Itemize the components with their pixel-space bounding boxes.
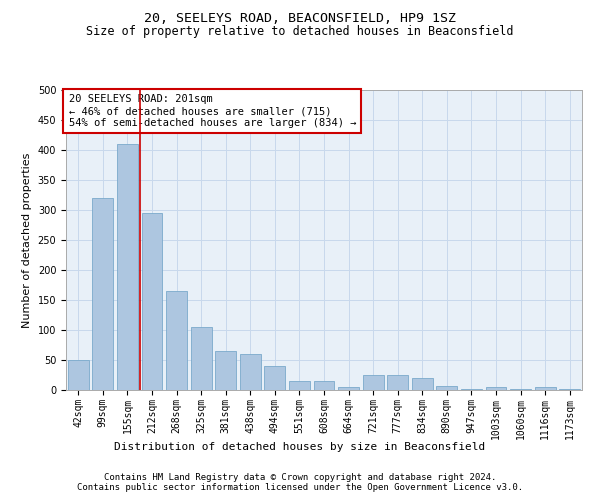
Bar xyxy=(215,351,236,390)
Bar xyxy=(535,387,556,390)
Text: Size of property relative to detached houses in Beaconsfield: Size of property relative to detached ho… xyxy=(86,25,514,38)
Bar xyxy=(68,360,89,390)
Bar xyxy=(362,375,383,390)
Text: 20 SEELEYS ROAD: 201sqm
← 46% of detached houses are smaller (715)
54% of semi-d: 20 SEELEYS ROAD: 201sqm ← 46% of detache… xyxy=(68,94,356,128)
Bar xyxy=(338,387,359,390)
Bar xyxy=(314,381,334,390)
Bar xyxy=(92,198,113,390)
Bar xyxy=(510,389,531,390)
Text: Contains public sector information licensed under the Open Government Licence v3: Contains public sector information licen… xyxy=(77,484,523,492)
Bar xyxy=(387,375,408,390)
Bar xyxy=(142,213,163,390)
Bar xyxy=(412,378,433,390)
Bar xyxy=(240,354,261,390)
Bar xyxy=(166,291,187,390)
Text: Distribution of detached houses by size in Beaconsfield: Distribution of detached houses by size … xyxy=(115,442,485,452)
Y-axis label: Number of detached properties: Number of detached properties xyxy=(22,152,32,328)
Bar xyxy=(289,381,310,390)
Bar xyxy=(265,366,286,390)
Text: 20, SEELEYS ROAD, BEACONSFIELD, HP9 1SZ: 20, SEELEYS ROAD, BEACONSFIELD, HP9 1SZ xyxy=(144,12,456,26)
Bar xyxy=(559,389,580,390)
Text: Contains HM Land Registry data © Crown copyright and database right 2024.: Contains HM Land Registry data © Crown c… xyxy=(104,472,496,482)
Bar xyxy=(461,389,482,390)
Bar xyxy=(191,327,212,390)
Bar xyxy=(436,386,457,390)
Bar xyxy=(485,387,506,390)
Bar xyxy=(117,144,138,390)
